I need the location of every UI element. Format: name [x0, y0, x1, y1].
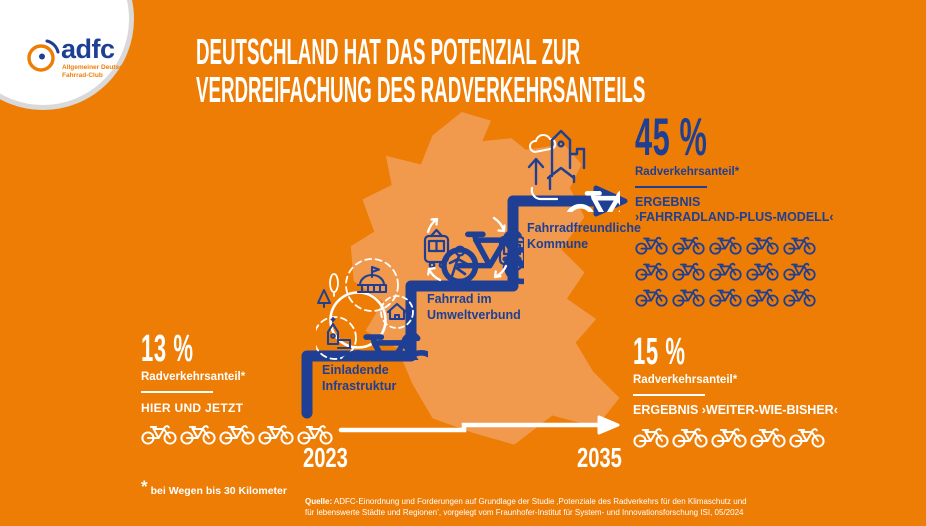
divider	[141, 391, 213, 393]
bike-pictogram-row	[633, 425, 873, 448]
bicycle-icon	[444, 232, 524, 282]
stat-label: Radverkehrsanteil*	[635, 166, 740, 178]
bicycle-icon	[672, 425, 708, 448]
step-label-bike-friendly-municipality: Fahrradfreundliche Kommune	[527, 221, 641, 251]
bicycle-icon	[635, 260, 668, 281]
bicycle-icon	[258, 422, 294, 445]
tram-icon	[423, 228, 450, 269]
bicycle-icon	[141, 422, 177, 445]
curve-path-icon	[530, 186, 559, 201]
eco-mobility-network-icon	[423, 216, 524, 308]
bicycle-icon	[672, 286, 705, 307]
bicycle-icon	[635, 234, 668, 255]
pine-tree-icon	[317, 289, 331, 308]
current-share-stat: 13 % Radverkehrsanteil* HIER UND JETZT	[141, 328, 351, 445]
stat-label: Radverkehrsanteil*	[141, 371, 246, 383]
asterisk-icon: *	[141, 477, 148, 496]
inviting-infrastructure-icon	[316, 258, 428, 360]
up-arrow-icon	[527, 157, 545, 186]
bicycle-icon	[672, 260, 705, 281]
cycle-arrows-icon	[426, 216, 508, 282]
cypress-tree-icon	[329, 273, 339, 297]
stat-label: Radverkehrsanteil*	[633, 374, 738, 386]
dashed-frame-icon	[345, 258, 399, 312]
cloud-icon	[529, 133, 557, 153]
bicycle-icon	[746, 260, 779, 281]
bicycle-icon	[635, 286, 668, 307]
stat-result: ERGEBNIS ›WEITER-WIE-BISHER‹	[633, 403, 838, 417]
source-note: Quelle: ADFC-Einordnung und Forderungen …	[305, 497, 747, 517]
year-start-label: 2023	[303, 442, 348, 473]
bike-friendly-town-icon	[527, 129, 620, 212]
bicycle-icon	[746, 286, 779, 307]
bicycle-icon	[219, 422, 255, 445]
year-end-label: 2035	[577, 442, 622, 473]
bicycle-icon	[746, 234, 779, 255]
bicycle-icon	[783, 286, 816, 307]
bicycle-icon	[783, 260, 816, 281]
house-icon	[386, 302, 408, 321]
step-label-inviting-infrastructure: Einladende Infrastruktur	[322, 363, 397, 393]
bicycle-icon	[180, 422, 216, 445]
bicycle-icon	[567, 191, 620, 212]
pedestrian-icon	[448, 245, 469, 281]
city-buildings-icon	[546, 129, 586, 191]
bicycle-icon	[709, 286, 742, 307]
adfc-subtitle: Allgemeiner Deutscher Fahrrad-Club	[62, 64, 133, 79]
dashed-frame-icon	[316, 316, 357, 360]
page-title: DEUTSCHLAND HAT DAS POTENZIAL ZUR VERDRE…	[196, 31, 646, 110]
bicycle-icon	[750, 425, 786, 448]
stat-value: 13 %	[141, 328, 194, 370]
business-as-usual-stat: 15 % Radverkehrsanteil* ERGEBNIS ›WEITER…	[633, 331, 873, 448]
adfc-wheel-icon	[27, 39, 60, 72]
bicycle-icon	[633, 425, 669, 448]
bicycle-icon	[789, 425, 825, 448]
stat-value: 15 %	[633, 331, 686, 373]
church-icon	[326, 316, 352, 350]
stat-value: 45 %	[635, 108, 708, 167]
bicycle-icon	[711, 425, 747, 448]
divider	[635, 186, 707, 188]
adfc-wordmark: adfc	[61, 34, 115, 64]
divider	[633, 394, 705, 396]
footnote: * bei Wegen bis 30 Kilometer	[141, 477, 287, 497]
stat-result: ERGEBNIS ›FAHRRADLAND-PLUS-MODELL‹	[635, 195, 834, 224]
town-hall-icon	[356, 265, 388, 294]
bus-icon	[498, 235, 524, 271]
stat-sublabel: HIER UND JETZT	[141, 401, 244, 415]
bicycle-icon	[709, 260, 742, 281]
bike-pictogram-grid	[635, 234, 821, 307]
dashed-frame-icon	[380, 295, 414, 329]
bicycle-icon	[709, 234, 742, 255]
bicycle-icon	[672, 234, 705, 255]
step-label-bike-in-eco-network: Fahrrad im Umweltverbund	[427, 292, 521, 322]
bicycle-icon	[783, 234, 816, 255]
plus-model-stat: 45 % Radverkehrsanteil* ERGEBNIS ›FAHRRA…	[635, 108, 855, 307]
